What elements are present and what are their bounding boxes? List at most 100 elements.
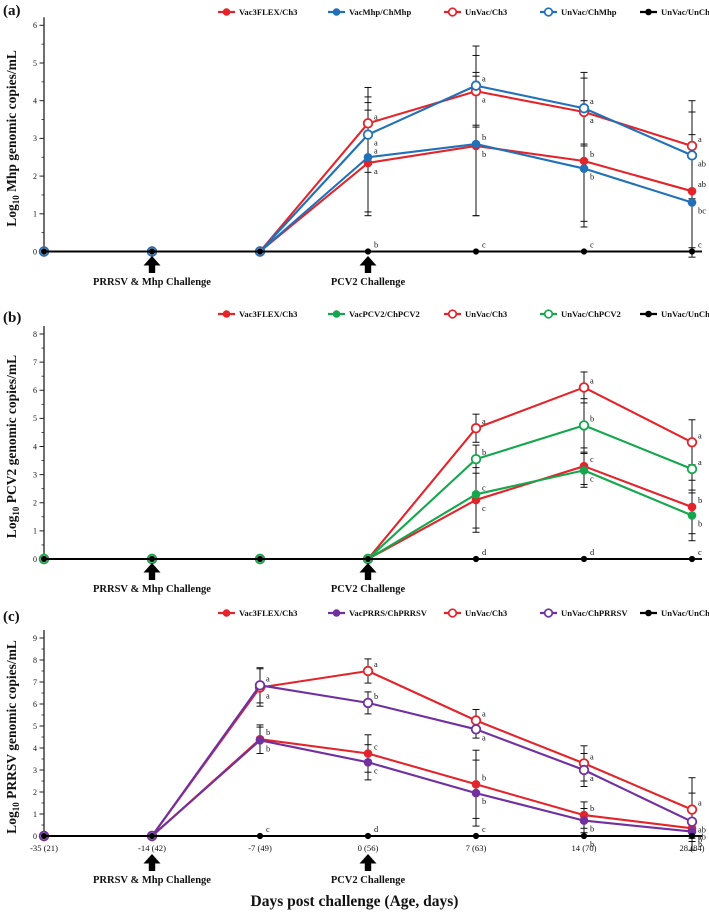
y-axis-title: Log10 PCV2 genomic copies/mL	[4, 355, 21, 538]
legend-label: UnVac/Ch3	[465, 608, 507, 618]
data-point-open	[362, 129, 374, 140]
legend-label: UnVac/Ch3	[465, 7, 507, 17]
data-point-dot	[688, 248, 696, 255]
legend-label: VacMhp/ChMhp	[349, 7, 411, 17]
challenge-annotation: PRRSV & Mhp Challenge	[93, 584, 211, 595]
sig-label: ab	[698, 180, 706, 189]
sig-label: b	[482, 448, 486, 457]
x-axis-title: Days post challenge (Age, days)	[250, 893, 459, 910]
panel-label: (a)	[3, 3, 21, 19]
legend-marker-filled-circle	[332, 310, 341, 318]
data-point-dot	[364, 832, 372, 840]
sig-label: ab	[698, 832, 706, 841]
legend-marker-filled-circle	[222, 310, 231, 318]
legend-marker-open-circle	[447, 608, 458, 618]
legend-label: Vac3FLEX/Ch3	[239, 608, 297, 618]
legend-label: UnVac/Ch3	[465, 309, 507, 319]
y-tick-label: 3	[33, 134, 37, 143]
sig-label: b	[374, 692, 378, 701]
legend-label: UnVac/UnCh	[661, 608, 709, 618]
sig-label: a	[590, 116, 594, 125]
sig-label: d	[482, 548, 487, 557]
legend-label: UnVac/UnCh	[661, 7, 709, 17]
y-tick-label: 6	[33, 700, 37, 709]
y-tick-label: 4	[33, 442, 37, 451]
x-tick-label: -14 (42)	[138, 843, 166, 853]
legend-marker-filled-circle	[222, 8, 231, 16]
legend-label: UnVac/ChPRRSV	[561, 608, 628, 618]
sig-label: a	[482, 710, 486, 719]
y-tick-label: 6	[33, 386, 37, 395]
sig-label: c	[482, 825, 486, 834]
x-tick-label: 14 (70)	[571, 843, 596, 853]
y-tick-label: 1	[33, 527, 37, 536]
data-point-filled	[255, 736, 265, 745]
data-point-open	[686, 437, 698, 448]
legend-label: VacPRRS/ChPRRSV	[349, 608, 428, 618]
sig-label: b	[590, 804, 594, 813]
sig-label: bc	[698, 206, 706, 215]
data-point-filled	[579, 156, 589, 166]
sig-label: c	[590, 474, 594, 483]
legend-marker-filled-circle	[645, 310, 652, 318]
panel-label: (c)	[3, 609, 20, 625]
sig-label: b	[590, 150, 594, 159]
data-point-filled	[687, 511, 697, 520]
data-point-dot	[256, 555, 264, 563]
sig-label: d	[374, 825, 379, 834]
challenge-arrow-icon	[143, 563, 161, 580]
sig-label: b	[266, 744, 270, 753]
data-point-dot	[364, 248, 372, 255]
data-point-dot	[40, 248, 48, 255]
data-point-filled	[687, 198, 697, 207]
y-tick-label: 5	[33, 414, 37, 423]
legend-label: UnVac/ChMhp	[561, 7, 617, 17]
y-tick-label: 7	[33, 358, 37, 367]
data-point-open	[254, 680, 266, 691]
legend-label: UnVac/ChPCV2	[561, 309, 621, 319]
legend-marker-open-circle	[543, 608, 554, 618]
data-point-dot	[472, 248, 480, 255]
y-tick-label: 2	[33, 788, 37, 797]
data-point-dot	[148, 832, 156, 840]
sig-label: a	[482, 75, 486, 84]
data-point-filled	[579, 816, 589, 825]
sig-label: b	[590, 414, 594, 423]
sig-label: a	[482, 417, 486, 426]
y-tick-label: 8	[33, 656, 37, 665]
data-point-filled	[363, 749, 373, 758]
x-tick-label: 0 (56)	[358, 843, 379, 853]
sig-label: d	[590, 548, 595, 557]
sig-label: a	[374, 139, 378, 148]
y-tick-label: 0	[33, 832, 37, 841]
sig-label: c	[590, 455, 594, 464]
sig-label: b	[482, 150, 486, 159]
data-point-open	[470, 724, 482, 735]
data-point-open	[470, 423, 482, 434]
panel-label: (b)	[3, 310, 21, 326]
data-point-filled	[363, 758, 373, 767]
data-point-filled	[363, 152, 373, 162]
data-point-open	[578, 420, 590, 431]
data-point-open	[470, 715, 482, 726]
data-point-dot	[40, 832, 48, 840]
sig-label: b	[698, 836, 702, 845]
series-line-unvac-chpcv2	[44, 424, 693, 561]
challenge-arrow-icon	[359, 256, 377, 273]
data-point-filled	[687, 502, 697, 512]
legend-marker-filled-circle	[645, 8, 652, 16]
legend-label: Vac3FLEX/Ch3	[239, 7, 297, 17]
sig-label: c	[482, 483, 486, 492]
sig-label: a	[590, 97, 594, 106]
y-axis-title: Log10 Mhp genomic copies/mL	[4, 50, 21, 227]
sig-label: a	[374, 167, 378, 176]
sig-label: a	[266, 692, 270, 701]
legend-marker-filled-circle	[332, 609, 341, 617]
y-axis-title: Log10 PRRSV genomic copies/mL	[4, 640, 21, 834]
sig-label: a	[482, 733, 486, 742]
sig-label: c	[482, 504, 486, 513]
sig-label: c	[698, 548, 702, 557]
sig-label: a	[482, 95, 486, 104]
sig-label: b	[482, 773, 486, 782]
